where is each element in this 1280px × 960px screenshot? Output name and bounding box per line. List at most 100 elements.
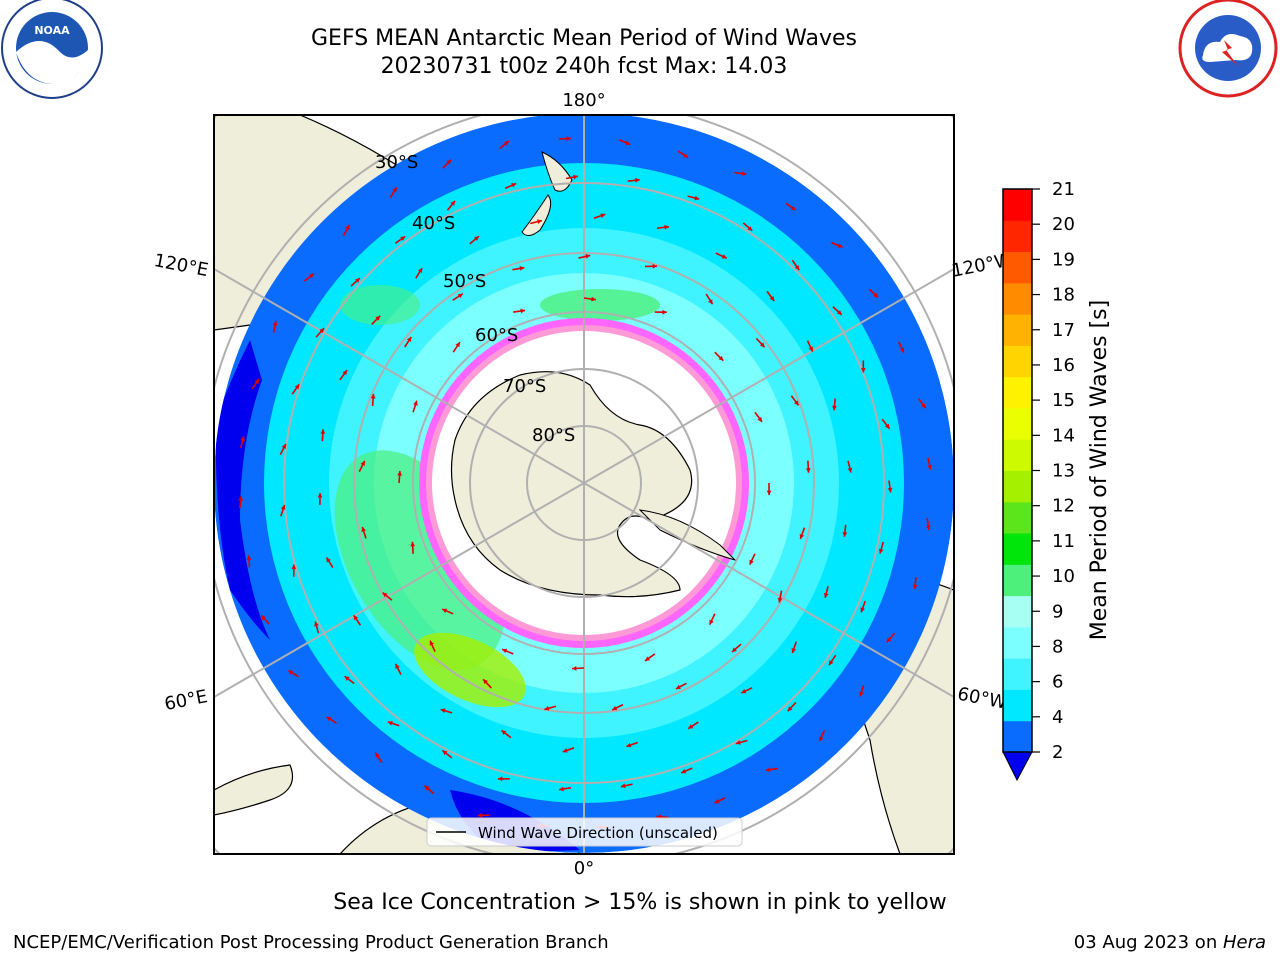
lat-label-80: 80°S — [532, 425, 575, 446]
colorbar-tick-label: 20 — [1052, 214, 1075, 235]
colorbar-segment — [1003, 376, 1032, 409]
colorbar-tick-label: 4 — [1052, 707, 1063, 728]
wave-direction-arrowhead — [749, 559, 754, 565]
lon-label-60e: 60°E — [163, 686, 209, 715]
footer-credit: NCEP/EMC/Verification Post Processing Pr… — [13, 932, 609, 953]
wave-direction-arrowhead — [501, 730, 507, 735]
colorbar-tick-label: 16 — [1052, 355, 1075, 376]
wave-direction-arrowhead — [446, 159, 452, 165]
wave-direction-arrowhead — [626, 742, 632, 748]
wave-direction-arrowhead — [457, 293, 463, 299]
wave-direction-arrowhead — [847, 467, 853, 473]
wave-direction-arrowhead — [326, 557, 331, 563]
colorbar-tick-label: 17 — [1052, 320, 1075, 341]
lat-label-50: 50°S — [443, 271, 486, 292]
wave-direction-arrowhead — [410, 541, 416, 547]
colorbar-tick-label: 13 — [1052, 461, 1075, 482]
wave-direction-arrowhead — [573, 174, 578, 180]
wave-direction-arrowhead — [375, 315, 381, 321]
wave-direction-arrowhead — [397, 471, 403, 476]
colorbar-segment — [1003, 220, 1032, 253]
wave-direction-arrowhead — [511, 183, 517, 188]
wave-direction-arrowhead — [791, 648, 797, 653]
wave-direction-arrowhead — [836, 310, 842, 315]
map-legend: Wind Wave Direction (unscaled) — [426, 817, 743, 847]
wave-direction-arrowhead — [921, 403, 926, 409]
chart-title: GEFS MEAN Antarctic Mean Period of Wind … — [311, 26, 857, 51]
wave-direction-arrowhead — [382, 592, 388, 598]
wave-direction-arrowhead — [793, 400, 799, 406]
wave-direction-arrowhead — [823, 592, 829, 598]
wave-direction-arrowhead — [759, 342, 765, 348]
colorbar-tick-label: 12 — [1052, 496, 1075, 517]
wave-direction-arrowhead — [873, 292, 879, 298]
wave-direction-arrowhead — [342, 370, 348, 376]
wave-direction-arrowhead — [709, 619, 714, 625]
lon-label-0: 0° — [574, 858, 594, 879]
wave-direction-arrowhead — [406, 336, 412, 342]
wave-direction-arrowhead — [387, 721, 393, 726]
wave-direction-arrowhead — [757, 416, 762, 422]
wave-direction-arrowhead — [735, 740, 741, 745]
wave-direction-arrowhead — [281, 443, 286, 449]
map-panel: 30°S 40°S 50°S 60°S 70°S 80°S 180° 120°E… — [152, 90, 1014, 879]
wave-direction-arrowhead — [345, 224, 350, 230]
wave-direction-arrowhead — [912, 584, 918, 590]
wave-direction-arrowhead — [635, 177, 640, 183]
colorbar-segment — [1003, 189, 1032, 221]
wave-direction-arrowhead — [559, 786, 564, 792]
wave-direction-arrowhead — [240, 436, 245, 442]
wave-direction-arrowhead — [886, 637, 892, 643]
wave-direction-arrowhead — [261, 615, 266, 621]
wave-direction-arrowhead — [741, 171, 747, 176]
colorbar-segment — [1003, 251, 1032, 284]
wave-direction-arrowhead — [600, 213, 606, 218]
chart-subtitle: 20230731 t00z 240h fcst Max: 14.03 — [380, 54, 788, 79]
wave-direction-arrowhead — [308, 273, 314, 279]
wave-direction-arrowhead — [417, 268, 423, 273]
wave-direction-arrowhead — [319, 328, 325, 334]
wave-direction-arrowhead — [675, 684, 681, 689]
colorbar-tick-label: 2 — [1052, 742, 1063, 763]
wave-direction-arrowhead — [353, 615, 359, 621]
colorbar-tick-label: 19 — [1052, 249, 1075, 270]
wave-direction-arrowhead — [828, 660, 834, 666]
wave-direction-arrowhead — [429, 640, 435, 646]
wave-direction-arrowhead — [652, 263, 658, 269]
wave-direction-arrowhead — [483, 679, 488, 685]
wave-direction-arrowhead — [591, 296, 596, 302]
wave-direction-arrowhead — [808, 346, 813, 352]
wave-direction-arrowhead — [777, 597, 783, 603]
wave-direction-arrowhead — [899, 347, 905, 353]
wave-direction-arrowhead — [721, 254, 727, 259]
wave-direction-arrowhead — [450, 200, 456, 206]
lat-label-30: 30°S — [375, 152, 418, 173]
lon-label-120e: 120°E — [152, 250, 210, 281]
wave-direction-arrowhead — [572, 665, 577, 671]
wave-direction-arrowhead — [344, 676, 350, 681]
wave-direction-arrowhead — [288, 670, 294, 675]
wave-direction-arrowhead — [280, 504, 286, 510]
wave-direction-arrowhead — [612, 705, 618, 711]
wave-direction-arrowhead — [765, 767, 771, 773]
wave-direction-arrowhead — [375, 752, 380, 758]
wave-direction-arrowhead — [544, 706, 550, 711]
wave-direction-arrowhead — [794, 265, 800, 271]
wave-direction-arrowhead — [887, 487, 893, 493]
wave-direction-arrowhead — [326, 716, 332, 722]
wave-direction-arrowhead — [585, 254, 591, 259]
wave-direction-arrowhead — [370, 393, 376, 399]
footer-date-text: 03 Aug 2023 on — [1073, 932, 1223, 953]
wave-direction-arrowhead — [790, 205, 796, 211]
wave-direction-arrowhead — [317, 493, 323, 498]
wave-direction-arrowhead — [927, 464, 932, 470]
wave-direction-arrowhead — [884, 423, 890, 429]
wave-direction-arrowhead — [662, 309, 667, 315]
wave-direction-arrowhead — [442, 608, 448, 614]
colorbar-tick-label: 9 — [1052, 601, 1063, 622]
wave-direction-arrowhead — [497, 776, 503, 782]
colorbar-segment — [1003, 282, 1032, 315]
svg-text:NOAA: NOAA — [34, 24, 70, 37]
wave-direction-arrowhead — [562, 748, 568, 753]
